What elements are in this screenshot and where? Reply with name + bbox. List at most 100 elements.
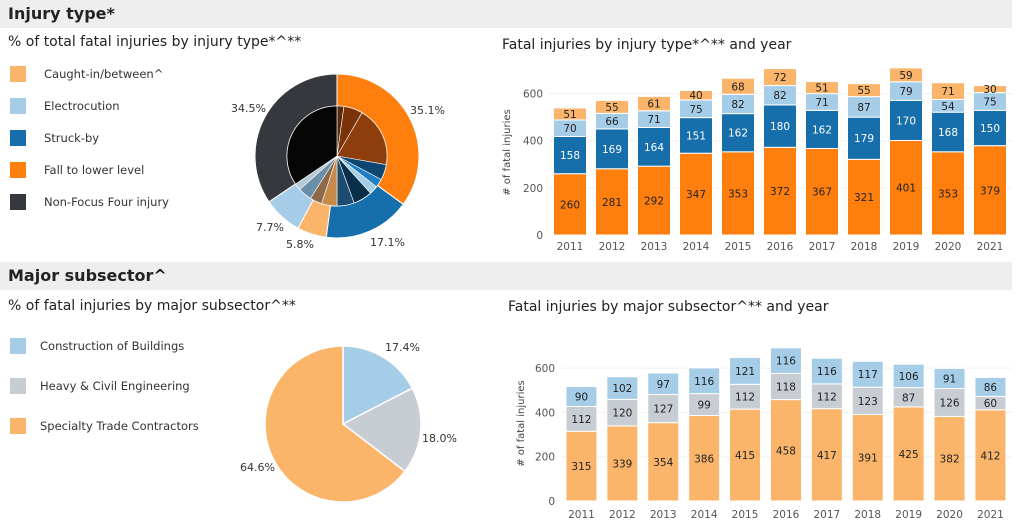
- bar-segment-caught-in-between-2016[interactable]: [763, 68, 797, 87]
- bar-value-label: 117: [858, 369, 878, 381]
- bar-segment-heavy-civil-engineering-2013[interactable]: [647, 393, 680, 424]
- bar-segment-specialty-trade-contractors-2011[interactable]: [565, 430, 598, 502]
- bar-segment-construction-of-buildings-2012[interactable]: [606, 376, 639, 400]
- y-tick-label: 400: [535, 407, 555, 419]
- x-tick-label-2021: 2021: [977, 241, 1004, 253]
- bar-value-label: 87: [857, 102, 870, 114]
- bar-segment-construction-of-buildings-2021[interactable]: [974, 376, 1007, 397]
- bar-segment-fall-to-lower-level-2013[interactable]: [637, 165, 671, 236]
- bar-segment-caught-in-between-2017[interactable]: [805, 81, 839, 95]
- bar-value-label: 372: [770, 186, 790, 198]
- bar-segment-fall-to-lower-level-2011[interactable]: [553, 173, 587, 236]
- bar-value-label: 60: [984, 398, 997, 410]
- bar-segment-struck-by-2020[interactable]: [931, 111, 965, 153]
- legend-swatch: [10, 338, 26, 354]
- bar-value-label: 121: [735, 366, 755, 378]
- bar-segment-specialty-trade-contractors-2012[interactable]: [606, 425, 639, 502]
- bar-segment-construction-of-buildings-2020[interactable]: [933, 367, 966, 390]
- bar-segment-fall-to-lower-level-2016[interactable]: [763, 146, 797, 236]
- bar-subsector-title: Fatal injuries by major subsector^** and…: [508, 299, 829, 315]
- bar-segment-construction-of-buildings-2015[interactable]: [729, 357, 762, 385]
- bar-segment-construction-of-buildings-2018[interactable]: [851, 360, 884, 388]
- legend-item[interactable]: Fall to lower level: [10, 160, 144, 180]
- y-tick-label: 0: [536, 230, 543, 242]
- bar-segment-specialty-trade-contractors-2021[interactable]: [974, 409, 1007, 502]
- y-tick-label: 0: [548, 496, 555, 508]
- bar-value-label: 126: [940, 397, 960, 409]
- y-tick-label: 600: [535, 363, 555, 375]
- pie-label-electrocution: 7.7%: [256, 221, 284, 234]
- bar-segment-fall-to-lower-level-2021[interactable]: [973, 145, 1007, 236]
- bar-value-label: 87: [902, 392, 915, 404]
- bar-segment-struck-by-2013[interactable]: [637, 127, 671, 167]
- x-tick-label-2014: 2014: [691, 509, 718, 521]
- bar-segment-specialty-trade-contractors-2018[interactable]: [851, 413, 884, 502]
- bar-segment-fall-to-lower-level-2017[interactable]: [805, 147, 839, 236]
- bar-value-label: 82: [731, 99, 744, 111]
- bar-segment-fall-to-lower-level-2018[interactable]: [847, 158, 881, 236]
- bar-value-label: 66: [605, 116, 619, 128]
- bar-value-label: 30: [983, 84, 996, 96]
- bar-segment-struck-by-2018[interactable]: [847, 116, 881, 160]
- bar-segment-struck-by-2014[interactable]: [679, 117, 713, 154]
- bar-value-label: 55: [857, 85, 870, 97]
- x-tick-label-2020: 2020: [935, 241, 962, 253]
- x-tick-label-2018: 2018: [854, 509, 881, 521]
- bar-segment-specialty-trade-contractors-2016[interactable]: [769, 399, 802, 502]
- bar-segment-construction-of-buildings-2014[interactable]: [688, 367, 721, 395]
- pie-slice-specialty-trade-contractors[interactable]: [264, 345, 406, 503]
- legend-item[interactable]: Electrocution: [10, 96, 120, 116]
- legend-item[interactable]: Heavy & Civil Engineering: [10, 376, 190, 396]
- legend-swatch: [10, 66, 26, 82]
- legend-item[interactable]: Construction of Buildings: [10, 336, 184, 356]
- bar-segment-specialty-trade-contractors-2014[interactable]: [688, 415, 721, 502]
- bar-segment-construction-of-buildings-2019[interactable]: [892, 363, 925, 389]
- bar-value-label: 79: [899, 86, 912, 98]
- bar-segment-heavy-civil-engineering-2011[interactable]: [565, 405, 598, 432]
- legend-swatch: [10, 194, 26, 210]
- bar-segment-construction-of-buildings-2016[interactable]: [769, 347, 802, 374]
- bar-value-label: 170: [896, 115, 916, 127]
- bar-value-label: 127: [653, 404, 673, 416]
- bar-value-label: 382: [940, 454, 960, 466]
- bar-value-label: 458: [776, 445, 796, 457]
- bar-segment-caught-in-between-2018[interactable]: [847, 83, 881, 98]
- legend-item[interactable]: Non-Focus Four injury: [10, 192, 169, 212]
- legend-item[interactable]: Caught-in/between^: [10, 64, 163, 84]
- bar-segment-specialty-trade-contractors-2017[interactable]: [810, 408, 843, 502]
- bar-segment-heavy-civil-engineering-2017[interactable]: [810, 383, 843, 410]
- bar-value-label: 367: [812, 187, 832, 199]
- bar-segment-specialty-trade-contractors-2015[interactable]: [729, 408, 762, 502]
- x-tick-label-2016: 2016: [767, 241, 794, 253]
- bar-segment-struck-by-2011[interactable]: [553, 135, 587, 175]
- bar-segment-caught-in-between-2014[interactable]: [679, 90, 713, 101]
- pie-subsector-title: % of fatal injuries by major subsector^*…: [8, 298, 296, 314]
- pie-slice-construction-of-buildings[interactable]: [342, 345, 414, 426]
- bar-segment-fall-to-lower-level-2020[interactable]: [931, 151, 965, 236]
- bar-segment-caught-in-between-2013[interactable]: [637, 95, 671, 112]
- bar-value-label: 71: [815, 97, 828, 109]
- bar-segment-struck-by-2012[interactable]: [595, 128, 629, 170]
- bar-value-label: 281: [602, 197, 622, 209]
- bar-segment-specialty-trade-contractors-2020[interactable]: [933, 415, 966, 502]
- legend-item[interactable]: Specialty Trade Contractors: [10, 416, 199, 436]
- pie-injury-title: % of total fatal injuries by injury type…: [8, 34, 302, 50]
- bar-segment-caught-in-between-2015[interactable]: [721, 77, 755, 95]
- bar-segment-caught-in-between-2021[interactable]: [973, 85, 1007, 94]
- bar-segment-construction-of-buildings-2013[interactable]: [647, 372, 680, 395]
- bar-segment-caught-in-between-2012[interactable]: [595, 99, 629, 114]
- bar-segment-fall-to-lower-level-2019[interactable]: [889, 139, 923, 236]
- bar-segment-caught-in-between-2011[interactable]: [553, 107, 587, 121]
- bar-segment-caught-in-between-2020[interactable]: [931, 82, 965, 100]
- pie-slice-heavy-civil-engineering[interactable]: [341, 387, 422, 473]
- legend-item[interactable]: Struck-by: [10, 128, 99, 148]
- bar-segment-construction-of-buildings-2011[interactable]: [565, 386, 598, 407]
- bar-segment-struck-by-2015[interactable]: [721, 113, 755, 153]
- bar-segment-struck-by-2021[interactable]: [973, 109, 1007, 147]
- bar-segment-specialty-trade-contractors-2013[interactable]: [647, 422, 680, 502]
- bar-segment-caught-in-between-2019[interactable]: [889, 67, 923, 83]
- bar-segment-struck-by-2019[interactable]: [889, 99, 923, 141]
- x-tick-label-2015: 2015: [732, 509, 759, 521]
- bar-segment-fall-to-lower-level-2014[interactable]: [679, 152, 713, 236]
- bar-segment-construction-of-buildings-2017[interactable]: [810, 357, 843, 385]
